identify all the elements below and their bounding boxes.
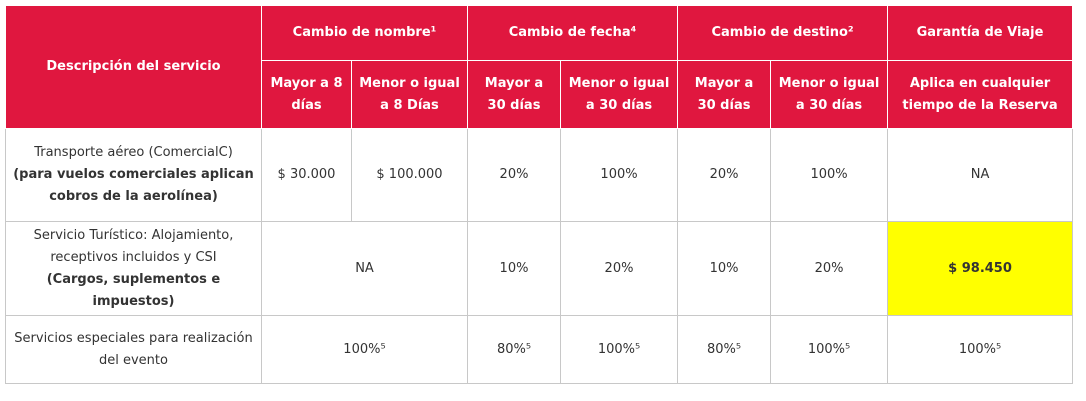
subheader-cell: Aplica en cualquier tiempo de la Reserva	[887, 60, 1074, 129]
cell: 20%	[467, 128, 561, 222]
cell: 100%	[770, 128, 889, 222]
cell: 20%	[677, 128, 772, 222]
cell: 100%⁵	[261, 315, 468, 384]
note: (para vuelos comerciales aplican cobros …	[13, 167, 254, 204]
cell: NA	[887, 128, 1074, 222]
cell: 10%	[467, 221, 561, 316]
header-cell: Cambio de destino²	[677, 5, 889, 61]
header-cell: Garantía de Viaje	[887, 5, 1074, 61]
price-table: Descripción del servicio Cambio de nombr…	[5, 5, 1074, 384]
subheader-cell: Menor o igual a 30 días	[770, 60, 889, 129]
cell: NA	[261, 221, 468, 316]
subheader-cell: Menor o igual a 30 días	[559, 60, 679, 129]
header-row: Descripción del servicio Cambio de nombr…	[5, 5, 1074, 129]
note: (Cargos, suplementos e impuestos)	[46, 271, 221, 309]
description-cell: Servicios especiales para realización de…	[5, 315, 262, 384]
highlight-cell: $ 98.450	[887, 221, 1074, 316]
description: Transporte aéreo (ComercialC)	[34, 145, 233, 160]
cell: 100%⁵	[887, 315, 1074, 384]
cell: 10%	[677, 221, 772, 316]
cell: 100%⁵	[770, 315, 889, 384]
cell: $ 100.000	[351, 128, 468, 222]
description: Servicios especiales para realización de…	[14, 330, 253, 368]
subheader-cell: Mayor a 30 días	[677, 60, 772, 129]
row: Servicio Turístico: Alojamiento, recepti…	[5, 221, 1074, 316]
row: Transporte aéreo (ComercialC) (para vuelo…	[5, 128, 1074, 222]
cell: 20%	[770, 221, 889, 316]
description-cell: Transporte aéreo (ComercialC) (para vuelo…	[5, 128, 262, 222]
cell: 80%⁵	[467, 315, 561, 384]
cell: 100%	[559, 128, 679, 222]
header-cell: Cambio de nombre¹	[261, 5, 468, 61]
cell: $ 30.000	[261, 128, 352, 222]
cell: 20%	[559, 221, 679, 316]
description: Servicio Turístico: Alojamiento, recepti…	[33, 227, 234, 265]
subheader-cell: Menor o igual a 8 Días	[351, 60, 468, 129]
header-cell: Cambio de fecha⁴	[466, 5, 679, 61]
row: Servicios especiales para realización de…	[5, 315, 1074, 384]
description-cell: Servicio Turístico: Alojamiento, recepti…	[5, 221, 262, 316]
subheader-cell: Mayor a 30 días	[467, 60, 561, 129]
subheader-cell: Mayor a 8 días	[261, 60, 352, 129]
cell: 80%⁵	[677, 315, 772, 384]
header-cell: Descripción del servicio	[5, 5, 262, 129]
subheader-row: Mayor a 8 días Menor o igual a 8 Días Ma…	[6, 60, 1074, 129]
cell: 100%⁵	[559, 315, 679, 384]
